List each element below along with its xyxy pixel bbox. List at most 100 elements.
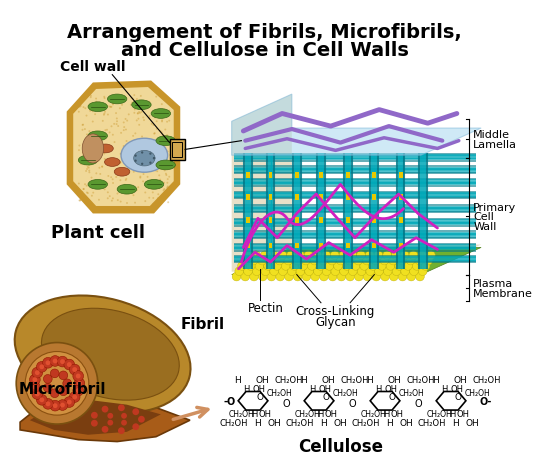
Circle shape <box>147 162 149 164</box>
Circle shape <box>82 152 84 154</box>
Polygon shape <box>319 243 323 249</box>
Circle shape <box>139 177 141 179</box>
Circle shape <box>134 149 135 151</box>
Circle shape <box>157 198 159 200</box>
Circle shape <box>152 182 154 185</box>
Circle shape <box>51 369 59 378</box>
Circle shape <box>355 273 363 282</box>
Circle shape <box>89 131 90 133</box>
Circle shape <box>25 352 89 415</box>
Circle shape <box>415 257 424 265</box>
Text: O: O <box>455 392 462 401</box>
Circle shape <box>117 200 119 202</box>
Circle shape <box>357 251 366 260</box>
Circle shape <box>349 267 357 276</box>
Circle shape <box>299 262 307 271</box>
Circle shape <box>120 201 122 203</box>
Circle shape <box>319 257 327 265</box>
Text: CH₂OH: CH₂OH <box>426 409 453 418</box>
Circle shape <box>151 165 153 167</box>
Circle shape <box>108 101 110 103</box>
Circle shape <box>290 262 299 271</box>
Circle shape <box>83 154 85 156</box>
Circle shape <box>232 273 241 282</box>
Circle shape <box>125 178 127 181</box>
Circle shape <box>339 267 349 276</box>
Circle shape <box>169 110 170 113</box>
Circle shape <box>32 389 42 400</box>
Circle shape <box>121 413 127 419</box>
Circle shape <box>310 257 319 265</box>
Circle shape <box>116 193 119 195</box>
Circle shape <box>82 125 84 126</box>
Polygon shape <box>346 172 350 178</box>
Circle shape <box>141 152 143 154</box>
Ellipse shape <box>156 161 175 170</box>
Circle shape <box>152 125 154 127</box>
Text: H: H <box>375 384 382 393</box>
Circle shape <box>158 138 160 140</box>
Circle shape <box>155 96 157 99</box>
Circle shape <box>33 377 38 382</box>
Text: OH: OH <box>454 375 468 384</box>
Circle shape <box>395 262 404 271</box>
Ellipse shape <box>15 296 190 413</box>
Circle shape <box>78 200 81 202</box>
Circle shape <box>141 163 143 166</box>
Circle shape <box>60 403 65 407</box>
Circle shape <box>93 155 95 157</box>
Circle shape <box>67 400 72 405</box>
Circle shape <box>89 148 90 150</box>
Text: OH: OH <box>318 384 331 393</box>
Ellipse shape <box>108 95 127 105</box>
Circle shape <box>110 158 112 160</box>
Circle shape <box>57 357 68 367</box>
Circle shape <box>90 181 92 184</box>
Polygon shape <box>232 248 481 275</box>
Text: Cellulose: Cellulose <box>298 438 383 456</box>
Circle shape <box>114 142 115 144</box>
Text: H: H <box>387 418 393 427</box>
Text: OH: OH <box>333 418 347 427</box>
Circle shape <box>120 153 122 155</box>
Circle shape <box>78 150 80 152</box>
Polygon shape <box>246 172 250 178</box>
Circle shape <box>44 375 52 383</box>
Text: CH₂OH: CH₂OH <box>399 388 425 397</box>
Text: Plant cell: Plant cell <box>51 224 145 242</box>
Circle shape <box>125 119 127 121</box>
Circle shape <box>166 187 168 189</box>
Circle shape <box>160 146 162 148</box>
Circle shape <box>166 135 168 137</box>
Text: O: O <box>348 398 356 408</box>
Circle shape <box>104 158 106 161</box>
Circle shape <box>132 136 134 138</box>
Text: -O: -O <box>224 396 236 406</box>
Circle shape <box>82 97 83 99</box>
Circle shape <box>120 154 121 156</box>
Circle shape <box>164 109 166 111</box>
Circle shape <box>63 379 72 388</box>
Circle shape <box>84 164 86 166</box>
Circle shape <box>134 105 137 107</box>
Circle shape <box>261 251 269 260</box>
Circle shape <box>169 139 171 141</box>
Circle shape <box>106 151 107 153</box>
Circle shape <box>160 163 162 165</box>
Circle shape <box>163 182 165 184</box>
Circle shape <box>163 189 165 191</box>
Text: CH₂OH: CH₂OH <box>286 418 314 427</box>
Circle shape <box>103 114 105 116</box>
Circle shape <box>378 262 386 271</box>
Circle shape <box>258 257 267 265</box>
Polygon shape <box>319 218 323 224</box>
Circle shape <box>101 166 103 168</box>
Circle shape <box>134 109 135 111</box>
Circle shape <box>392 251 400 260</box>
Circle shape <box>130 105 132 106</box>
Circle shape <box>412 262 421 271</box>
Circle shape <box>69 392 80 402</box>
Circle shape <box>137 113 139 115</box>
Circle shape <box>79 106 81 108</box>
Circle shape <box>72 367 77 372</box>
